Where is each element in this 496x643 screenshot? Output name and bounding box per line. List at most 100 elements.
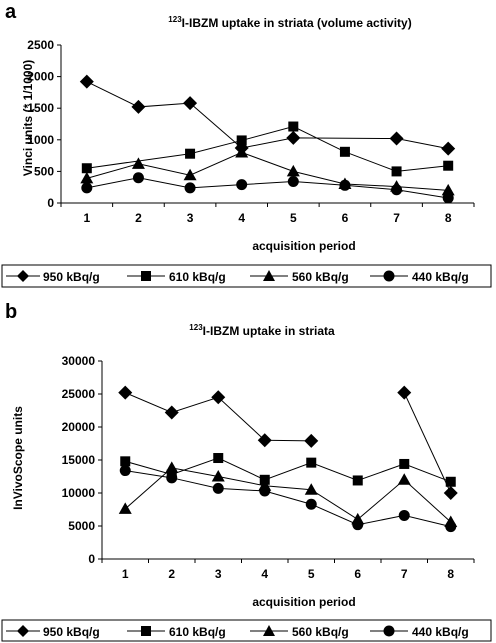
panel-a-series-line (86, 177, 449, 199)
panel-b-x-tick-label: 4 (261, 567, 268, 581)
panel-b-data-point (120, 456, 131, 467)
panel-a-x-tick-label: 8 (445, 211, 452, 225)
panel-a-data-point (132, 172, 144, 184)
circle-marker-icon (383, 625, 395, 637)
panel-a-ylabel: Vinci units (* 1/1000) (21, 60, 35, 177)
panel-a-x-tick-label: 7 (393, 211, 400, 225)
panel-a-x-tick-label: 6 (342, 211, 349, 225)
panel-a-data-point (391, 166, 402, 177)
panel-letter-a: a (5, 1, 17, 23)
panel-b-series-line (125, 457, 451, 483)
panel-a-data-point (79, 74, 94, 89)
panel-a-data-point (131, 99, 146, 114)
panel-b-series-1 (118, 385, 458, 500)
panel-b-data-point (445, 521, 457, 533)
panel-b-data-point (118, 385, 133, 400)
panel-b-x-tick-label: 1 (122, 567, 129, 581)
panel-b-data-point (397, 473, 411, 485)
panel-a-legend: 950 kBq/g 610 kBq/g 560 kBq/g 440 kBq/g (1, 264, 492, 288)
panel-a-data-point (131, 157, 145, 169)
panel-b-title-sup: 123 (189, 323, 203, 332)
panel-a-series-1 (79, 74, 456, 156)
panel-b-data-point (304, 483, 318, 495)
panel-b-y-tick-label: 0 (88, 552, 95, 566)
panel-a-legend-item-950: 950 kBq/g (6, 270, 100, 284)
panel-b-legend-label-560: 560 kBq/g (292, 625, 349, 639)
panel-a-data-point (183, 168, 197, 181)
panel-b-legend-box (1, 619, 492, 642)
panel-a-data-point (286, 164, 300, 177)
panel-a-data-point (441, 183, 455, 196)
panel-a-legend-label-560: 560 kBq/g (292, 270, 349, 284)
panel-b-series-line (403, 392, 452, 494)
panel-a-title-sup: 123 (168, 15, 182, 24)
triangle-marker-icon (263, 625, 275, 636)
panel-a-data-point (339, 179, 351, 191)
panel-a-title-text: I-IBZM uptake in striata (volume activit… (182, 16, 412, 30)
panel-a-data-point (184, 182, 196, 194)
panel-b-y-tick-label: 25000 (62, 387, 96, 401)
panel-a-x-tick-label: 2 (135, 211, 142, 225)
panel-a-data-point (183, 96, 198, 111)
panel-b-data-point (352, 475, 363, 486)
diamond-marker-icon (17, 270, 29, 282)
panel-b-ylabel: InVivoScope units (11, 406, 25, 510)
panel-b-data-point (257, 433, 272, 448)
panel-b-series-line (124, 467, 452, 523)
panel-a-plot: 0 500 1000 1500 2000 2500 1 2 3 4 5 6 7 8 (27, 38, 475, 225)
panel-b-data-point (211, 390, 226, 405)
panel-a-title: 123I-IBZM uptake in striata (volume acti… (168, 15, 411, 30)
panel-a-legend-box (1, 264, 492, 288)
panel-a-y-tick-label: 0 (47, 196, 54, 210)
panel-a-x-tick-label: 3 (187, 211, 194, 225)
circle-marker-icon (383, 270, 395, 282)
panel-a-series-line (86, 151, 449, 191)
diamond-marker-icon (17, 625, 29, 637)
panel-b-data-point (443, 486, 458, 500)
panel-b-legend-label-440: 440 kBq/g (412, 625, 469, 639)
panel-b-data-point (306, 457, 317, 468)
panel-a-data-point (442, 192, 454, 204)
panel-b-series-4 (119, 465, 457, 533)
panel-b-legend: 950 kBq/g 610 kBq/g 560 kBq/g 440 kBq/g (1, 619, 492, 642)
panel-a-data-point (81, 163, 92, 174)
panel-b-y-tick-label: 30000 (62, 354, 96, 368)
panel-b-xlabel: acquisition period (252, 595, 355, 609)
panel-b-data-point (445, 476, 456, 487)
panel-a-legend-item-560: 560 kBq/g (250, 270, 349, 284)
panel-a-data-point (185, 148, 196, 159)
panel-letter-b: b (5, 301, 17, 323)
panel-b: b 123I-IBZM uptake in striata InVivoScop… (1, 301, 492, 642)
panel-b-data-point (211, 470, 225, 482)
panel-a-legend-item-440: 440 kBq/g (370, 270, 469, 284)
panel-a-legend-label-440: 440 kBq/g (412, 270, 469, 284)
panel-a-x-tick-label: 5 (290, 211, 297, 225)
panel-b-legend-item-950: 950 kBq/g (6, 625, 100, 639)
panel-a-data-point (236, 179, 248, 191)
panel-a-y-tick-label: 500 (34, 164, 54, 178)
panel-b-plot: 0 5000 10000 15000 20000 25000 30000 1 2 3 4 5 6 7 8 (62, 354, 475, 581)
panel-b-title: 123I-IBZM uptake in striata (189, 323, 335, 338)
panel-a-data-point (236, 135, 247, 146)
panel-a: a 123I-IBZM uptake in striata (volume ac… (1, 1, 492, 288)
panel-a-y-tick-label: 2000 (27, 70, 54, 84)
panel-b-series-2 (120, 453, 456, 487)
panel-b-legend-label-610: 610 kBq/g (169, 625, 226, 639)
panel-a-y-tick-label: 1000 (27, 133, 54, 147)
panel-b-data-point (119, 465, 131, 477)
panel-b-data-point (305, 498, 317, 510)
square-marker-icon (141, 626, 151, 636)
panel-a-legend-label-950: 950 kBq/g (43, 270, 100, 284)
panel-a-series-4 (81, 172, 454, 204)
panel-a-data-point (81, 182, 93, 194)
panel-b-x-tick-label: 2 (168, 567, 175, 581)
panel-b-data-point (352, 519, 364, 531)
panel-a-x-tick-label: 1 (83, 211, 90, 225)
panel-b-data-point (213, 453, 224, 464)
panel-a-y-tick-label: 2500 (27, 38, 54, 52)
panel-b-data-point (398, 509, 410, 521)
panel-a-data-point (288, 121, 299, 132)
panel-a-legend-label-610: 610 kBq/g (169, 270, 226, 284)
panel-b-legend-label-950: 950 kBq/g (43, 625, 100, 639)
